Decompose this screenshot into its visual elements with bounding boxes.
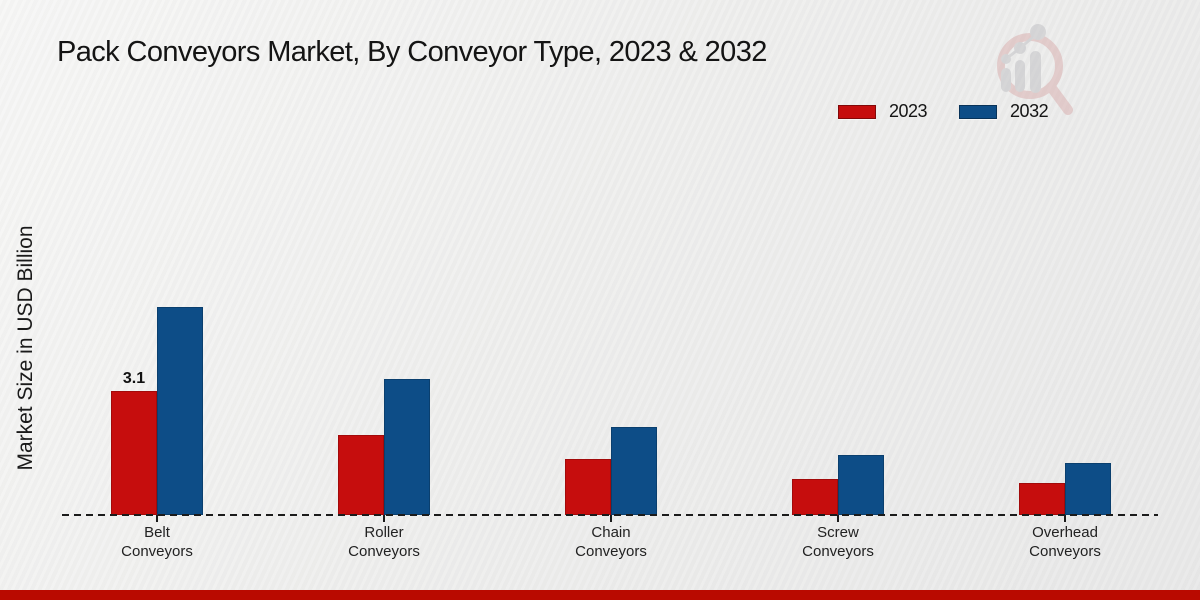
x-tick-label-screw-conveyors: Screw Conveyors bbox=[802, 524, 874, 560]
x-tick-label-overhead-conveyors: Overhead Conveyors bbox=[1029, 524, 1101, 560]
bar-2032-roller-conveyors bbox=[384, 379, 430, 515]
bar-2023-belt-conveyors bbox=[111, 391, 157, 515]
legend-item-2032: 2032 bbox=[959, 101, 1049, 122]
magnifier-bar-chart-watermark-icon bbox=[997, 24, 1073, 115]
legend: 2023 2032 bbox=[838, 101, 1049, 122]
chart-title: Pack Conveyors Market, By Conveyor Type,… bbox=[57, 36, 767, 68]
bar-2023-overhead-conveyors bbox=[1019, 483, 1065, 515]
x-axis-tick bbox=[610, 515, 612, 522]
legend-label-2032: 2032 bbox=[1010, 101, 1049, 121]
x-tick-label-belt-conveyors: Belt Conveyors bbox=[121, 524, 193, 560]
legend-label-2023: 2023 bbox=[889, 101, 928, 121]
legend-swatch-2032 bbox=[959, 104, 998, 119]
bar-2032-overhead-conveyors bbox=[1065, 463, 1111, 515]
bar-2032-belt-conveyors bbox=[157, 307, 203, 515]
x-tick-label-chain-conveyors: Chain Conveyors bbox=[575, 524, 647, 560]
bar-2023-roller-conveyors bbox=[338, 435, 384, 515]
x-axis-tick bbox=[837, 515, 839, 522]
bar-value-label: 3.1 bbox=[122, 370, 146, 387]
x-axis-tick bbox=[383, 515, 385, 522]
x-tick-label-roller-conveyors: Roller Conveyors bbox=[348, 524, 420, 560]
legend-item-2023: 2023 bbox=[838, 101, 928, 122]
bar-2023-chain-conveyors bbox=[565, 459, 611, 515]
bar-2032-screw-conveyors bbox=[838, 455, 884, 515]
bar-2023-screw-conveyors bbox=[792, 479, 838, 515]
x-axis-tick bbox=[1064, 515, 1066, 522]
bar-2032-chain-conveyors bbox=[611, 427, 657, 515]
x-axis-baseline bbox=[62, 514, 1158, 516]
footer-accent-bar bbox=[0, 590, 1200, 600]
x-axis-tick bbox=[156, 515, 158, 522]
legend-swatch-2023 bbox=[838, 104, 876, 119]
